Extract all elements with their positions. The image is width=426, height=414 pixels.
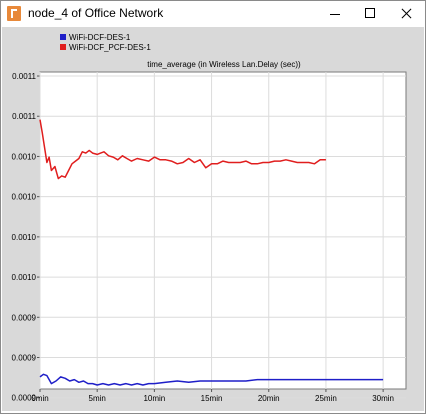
maximize-icon[interactable] [353,1,389,27]
y-tick-label: 0.0010 [12,193,37,202]
legend-swatch-dcf-pcf [60,44,66,50]
y-tick-label: 0.0009 [12,394,37,403]
title-bar[interactable]: node_4 of Office Network [1,1,425,27]
legend-label-dcf-pcf: WiFi-DCF_PCF-DES-1 [69,43,151,52]
x-tick-label: 25min [315,394,337,403]
opnet-logo-icon [7,6,21,21]
x-tick-label: 20min [258,394,280,403]
close-icon[interactable] [389,1,425,27]
legend-swatch-dcf [60,34,66,40]
line-chart: 0.0011 0.0011 0.0010 0.0010 0.0010 0.0010 0.00… [12,71,407,403]
x-tick-label: 0min [31,394,48,403]
plot-area [39,71,407,390]
y-tick-label: 0.0009 [12,354,37,363]
y-tick-label: 0.0010 [12,152,37,161]
y-tick-label: 0.0011 [12,112,36,121]
graph-panel: WiFi-DCF-DES-1 WiFi-DCF_PCF-DES-1 time_a… [2,27,424,411]
minimize-icon[interactable] [317,1,353,27]
x-tick-label: 15min [201,394,223,403]
y-tick-label: 0.0009 [12,313,37,322]
series-line-dcf [39,373,384,386]
x-tick-label: 30min [372,394,394,403]
window-title: node_4 of Office Network [28,6,164,20]
x-tick-label: 5min [89,394,106,403]
y-tick-label: 0.0011 [12,72,36,81]
x-tick-label: 10min [143,394,165,403]
series-line-dcf-pcf [39,119,326,180]
legend-item-dcf: WiFi-DCF-DES-1 [60,33,130,43]
chart-title: time_average (in Wireless Lan.Delay (sec… [147,60,301,69]
y-tick-label: 0.0010 [12,233,37,242]
legend-label-dcf: WiFi-DCF-DES-1 [69,33,131,42]
y-tick-label: 0.0010 [12,273,37,282]
legend-item-dcf-pcf: WiFi-DCF_PCF-DES-1 [60,43,151,53]
